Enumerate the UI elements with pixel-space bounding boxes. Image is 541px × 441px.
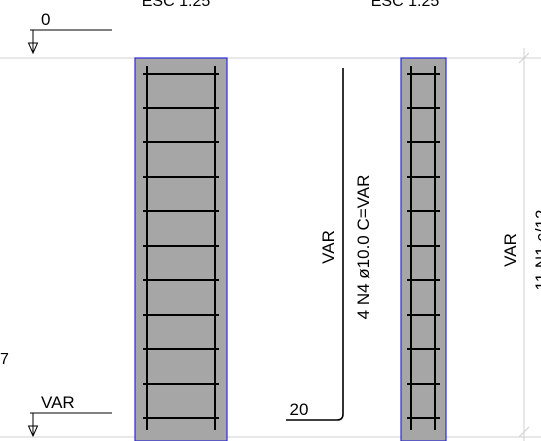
bar-bending-detail: VAR 4 N4 ø10.0 C=VAR 20 bbox=[286, 68, 373, 421]
bent-bar-shape bbox=[286, 68, 344, 421]
column-elevation-narrow bbox=[400, 57, 447, 441]
scale-label-left: ESC 1:25 bbox=[142, 0, 211, 10]
partial-label-left: 7 bbox=[0, 351, 9, 368]
bar-spec-label: 4 N4 ø10.0 C=VAR bbox=[354, 175, 373, 320]
bar-length-label: VAR bbox=[319, 230, 338, 264]
level-marker-top: 0 bbox=[27, 10, 112, 55]
level-label-top: 0 bbox=[41, 10, 50, 29]
hook-length-label: 20 bbox=[290, 400, 309, 419]
concrete-section-wide bbox=[134, 57, 228, 441]
stirrup-length-label: VAR bbox=[501, 233, 520, 267]
column-elevation-wide bbox=[134, 57, 228, 441]
stirrups-narrow bbox=[407, 73, 440, 419]
stirrup-spec-label: 11 N1 c/12 bbox=[532, 210, 541, 291]
level-marker-bottom: VAR bbox=[27, 393, 112, 438]
stirrups-wide bbox=[143, 73, 219, 419]
scale-label-right: ESC 1:25 bbox=[371, 0, 440, 10]
level-label-bottom: VAR bbox=[41, 393, 75, 412]
concrete-section-narrow bbox=[400, 57, 447, 441]
dimension-line-right: VAR 11 N1 c/12 bbox=[501, 48, 541, 441]
